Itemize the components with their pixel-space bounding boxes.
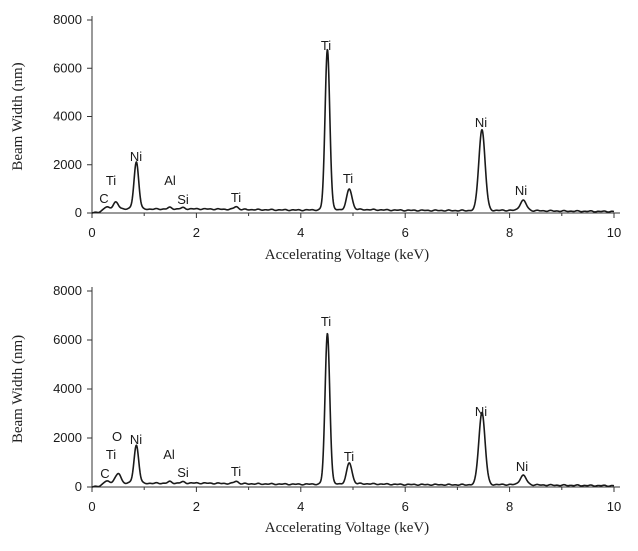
peak-label: Ni xyxy=(515,183,527,198)
y-axis-title: Beam Width (nm) xyxy=(10,62,26,170)
x-tick-label: 0 xyxy=(88,499,95,514)
peak-label: Ti xyxy=(344,449,354,464)
x-tick-label: 6 xyxy=(402,499,409,514)
peak-label: Ni xyxy=(475,404,487,419)
x-tick-label: 8 xyxy=(506,499,513,514)
y-tick-label: 0 xyxy=(75,479,82,494)
peak-label: Ti xyxy=(231,464,241,479)
y-tick-label: 6000 xyxy=(53,332,82,347)
peak-label: C xyxy=(99,191,108,206)
peak-label: Ti xyxy=(321,38,331,53)
x-tick-label: 8 xyxy=(506,225,513,240)
y-tick-label: 2000 xyxy=(53,157,82,172)
peak-label: Ti xyxy=(321,314,331,329)
x-tick-label: 6 xyxy=(402,225,409,240)
x-tick-label: 2 xyxy=(193,499,200,514)
peak-label: Ni xyxy=(475,115,487,130)
y-axis-title: Beam Width (nm) xyxy=(10,335,26,443)
peak-label: Al xyxy=(164,173,176,188)
peak-label: Si xyxy=(177,192,189,207)
y-tick-label: 8000 xyxy=(53,283,82,298)
y-tick-label: 6000 xyxy=(53,60,82,75)
peak-label: Al xyxy=(163,447,175,462)
peak-label: Si xyxy=(177,465,189,480)
peak-label: Ni xyxy=(130,432,142,447)
peak-label: O xyxy=(112,429,122,444)
x-tick-label: 10 xyxy=(607,225,621,240)
x-tick-label: 4 xyxy=(297,225,304,240)
peak-label: Ti xyxy=(106,447,116,462)
x-axis-title: Accelerating Voltage (keV) xyxy=(265,247,429,263)
y-tick-label: 4000 xyxy=(53,109,82,124)
peak-label: C xyxy=(100,466,109,481)
peak-label: Ti xyxy=(106,173,116,188)
y-tick-label: 2000 xyxy=(53,430,82,445)
x-tick-label: 10 xyxy=(607,499,621,514)
peak-label: Ti xyxy=(231,190,241,205)
peak-label: Ni xyxy=(130,149,142,164)
y-tick-label: 8000 xyxy=(53,12,82,27)
x-tick-label: 4 xyxy=(297,499,304,514)
y-tick-label: 0 xyxy=(75,205,82,220)
spectrum-series-line xyxy=(91,48,615,214)
x-tick-label: 0 xyxy=(88,225,95,240)
peak-label: Ni xyxy=(516,459,528,474)
x-tick-label: 2 xyxy=(193,225,200,240)
y-tick-label: 4000 xyxy=(53,381,82,396)
x-axis-title: Accelerating Voltage (keV) xyxy=(265,520,429,536)
peak-label: Ti xyxy=(343,171,353,186)
spectrum-series-line xyxy=(91,332,615,488)
